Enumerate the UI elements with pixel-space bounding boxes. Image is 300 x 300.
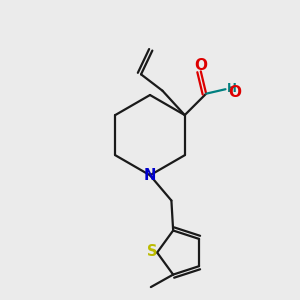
Text: O: O bbox=[229, 85, 242, 100]
Text: N: N bbox=[144, 168, 156, 183]
Text: O: O bbox=[194, 58, 207, 73]
Text: H: H bbox=[227, 82, 237, 94]
Text: S: S bbox=[147, 244, 158, 259]
